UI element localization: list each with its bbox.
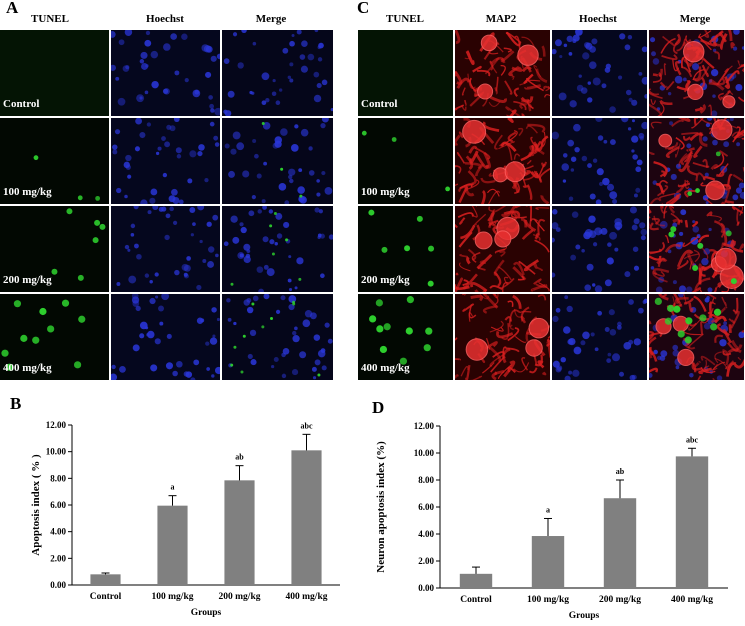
bar — [603, 498, 637, 588]
panel-a-tunel-tile-0 — [0, 30, 109, 116]
x-tick-label: 400 mg/kg — [286, 592, 328, 602]
panel-a-micrograph-grid: Control 100 mg/kg 200 mg/kg 400 mg/kg — [0, 30, 333, 380]
panel-c-col-tunel: TUNEL — [386, 13, 424, 25]
panel-c-map2-tile-1 — [455, 118, 550, 204]
y-tick-label: 6.00 — [50, 500, 66, 510]
panel-a-hoechst-tile-0 — [111, 30, 220, 116]
x-tick-label: Control — [460, 595, 492, 605]
panel-d-letter: D — [372, 398, 385, 417]
panel-c-tunel-tile-0 — [358, 30, 453, 116]
y-tick-label: 12.00 — [414, 421, 435, 431]
significance-label: a — [171, 483, 175, 492]
panel-a-row-label-2: 200 mg/kg — [3, 274, 52, 286]
x-tick-label: Control — [90, 592, 122, 602]
bar — [291, 450, 322, 585]
panel-a-tunel-tile-1 — [0, 118, 109, 204]
y-tick-label: 0.00 — [418, 583, 434, 593]
x-tick-label: 100 mg/kg — [527, 595, 569, 605]
panel-a-col-merge: Merge — [255, 13, 287, 25]
bar — [157, 505, 188, 585]
panel-a-row-label-3: 400 mg/kg — [3, 362, 52, 374]
panel-d-bar-chart: 0.00 2.00 4.00 6.00 8.00 10.00 12.00 Control 100… — [375, 421, 728, 621]
panel-c-row-label-3: 400 mg/kg — [361, 362, 410, 374]
panel-c-hoechst-tile-2 — [552, 206, 647, 292]
panel-c-tunel-tile-2 — [358, 206, 453, 292]
significance-label: ab — [235, 453, 244, 462]
panel-c-map2-tile-0 — [455, 30, 550, 116]
panel-b-letter: B — [10, 394, 22, 413]
panel-c-mergec-tile-2 — [649, 206, 744, 292]
panel-a-hoechst-tile-3 — [111, 294, 220, 380]
panel-c-hoechst-tile-1 — [552, 118, 647, 204]
x-tick-label: 400 mg/kg — [671, 595, 713, 605]
y-tick-label: 10.00 — [46, 447, 67, 457]
bar — [531, 536, 565, 588]
y-axis-label: Neuron apoptosis index (%) — [375, 441, 387, 573]
y-tick-label: 12.00 — [46, 420, 67, 430]
panel-c-col-merge: Merge — [679, 13, 711, 25]
x-tick-label: 200 mg/kg — [219, 592, 261, 602]
significance-label: ab — [616, 467, 625, 476]
panel-c-map2-tile-2 — [455, 206, 550, 292]
y-tick-label: 8.00 — [50, 473, 66, 483]
x-axis-label: Groups — [569, 611, 600, 621]
panel-c-row-label-2: 200 mg/kg — [361, 274, 410, 286]
panel-c-tunel-tile-3 — [358, 294, 453, 380]
panel-a-tunel-tile-2 — [0, 206, 109, 292]
panel-c-hoechst-tile-3 — [552, 294, 647, 380]
panel-c-micrograph-grid: Control 100 mg/kg 200 mg/kg 400 mg/kg — [358, 30, 744, 380]
y-tick-label: 4.00 — [50, 527, 66, 537]
y-axis-label: Apoptosis index ( % ) — [30, 454, 42, 556]
panel-c-mergec-tile-1 — [649, 118, 744, 204]
panel-a-letter: A — [6, 0, 19, 17]
y-tick-label: 4.00 — [418, 529, 434, 539]
bar — [459, 573, 493, 588]
panel-c-col-map2: MAP2 — [485, 13, 517, 25]
panel-a-tunel-tile-3 — [0, 294, 109, 380]
y-tick-label: 2.00 — [50, 553, 66, 563]
panel-c-col-hoechst: Hoechst — [579, 13, 617, 25]
panel-a-col-hoechst: Hoechst — [146, 13, 184, 25]
panel-a-merge-tile-0 — [222, 30, 333, 116]
x-tick-label: 200 mg/kg — [599, 595, 641, 605]
panel-c-row-label-1: 100 mg/kg — [361, 186, 410, 198]
panel-c-tunel-tile-1 — [358, 118, 453, 204]
y-tick-label: 10.00 — [414, 448, 435, 458]
bar — [90, 574, 121, 585]
y-tick-label: 8.00 — [418, 475, 434, 485]
panel-b-bar-chart: 0.00 2.00 4.00 6.00 8.00 10.00 12.00 Control 100… — [30, 420, 340, 618]
panel-c-row-label-0: Control — [361, 98, 398, 110]
panel-a-col-tunel: TUNEL — [31, 13, 69, 25]
panel-c-map2-tile-3 — [455, 294, 550, 380]
panel-a-merge-tile-3 — [222, 294, 333, 380]
panel-c-mergec-tile-0 — [649, 30, 744, 116]
panel-c-hoechst-tile-0 — [552, 30, 647, 116]
panel-a-row-label-0: Control — [3, 98, 40, 110]
x-axis-label: Groups — [191, 608, 222, 618]
x-tick-label: 100 mg/kg — [152, 592, 194, 602]
significance-label: abc — [301, 421, 313, 430]
panel-a-merge-tile-2 — [222, 206, 333, 292]
significance-label: a — [546, 505, 550, 514]
panel-c-letter: C — [357, 0, 370, 17]
bar — [224, 480, 255, 585]
y-tick-label: 0.00 — [50, 580, 66, 590]
bar — [675, 456, 709, 588]
panel-a-hoechst-tile-2 — [111, 206, 220, 292]
panel-a-merge-tile-1 — [222, 118, 333, 204]
y-tick-label: 6.00 — [418, 502, 434, 512]
panel-a-hoechst-tile-1 — [111, 118, 220, 204]
y-tick-label: 2.00 — [418, 556, 434, 566]
panel-c-mergec-tile-3 — [649, 294, 744, 380]
panel-a-row-label-1: 100 mg/kg — [3, 186, 52, 198]
significance-label: abc — [686, 435, 698, 444]
